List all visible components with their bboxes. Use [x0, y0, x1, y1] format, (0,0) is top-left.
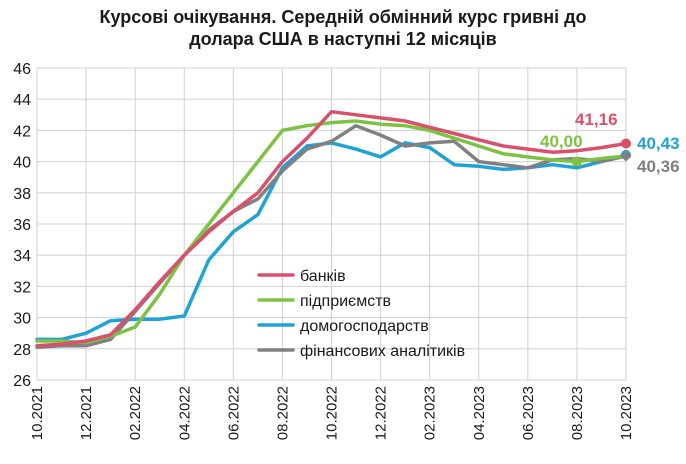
- end-value-label: 41,16: [575, 110, 618, 129]
- y-tick-label: 38: [13, 186, 31, 203]
- chart-title-line-2: долара США в наступні 12 місяців: [189, 29, 497, 49]
- legend-item: банків: [257, 268, 346, 285]
- y-tick-label: 30: [13, 311, 31, 328]
- legend-label: домогосподарств: [300, 318, 429, 335]
- x-tick-label: 06.2023: [520, 386, 537, 440]
- x-axis: 10.2021 12.2021 02.2022 04.2022 06.2022 08.20…: [29, 386, 635, 440]
- legend-item: підприємств: [257, 293, 391, 310]
- y-tick-label: 28: [13, 342, 31, 359]
- x-tick-label: 08.2022: [274, 386, 291, 440]
- legend-label: банків: [300, 268, 346, 285]
- chart-title: Курсові очікування. Середній обмінний ку…: [0, 6, 686, 50]
- y-tick-label: 32: [13, 279, 31, 296]
- x-tick-label: 04.2023: [471, 386, 488, 440]
- x-tick-label: 10.2023: [618, 386, 635, 440]
- legend-item: фінансових аналітиків: [257, 343, 465, 360]
- x-tick-label: 10.2022: [324, 386, 341, 440]
- y-tick-label: 44: [13, 92, 31, 109]
- y-tick-label: 46: [13, 61, 31, 78]
- x-tick-label: 12.2022: [373, 386, 390, 440]
- end-value-label: 40,00: [540, 132, 583, 151]
- x-tick-label: 10.2021: [29, 386, 46, 440]
- x-tick-label: 06.2022: [225, 386, 242, 440]
- y-axis: 26 28 30 32 34 36 38 40 42 44 46: [13, 61, 31, 390]
- series-line-2: [35, 119, 628, 345]
- y-tick-label: 36: [13, 217, 31, 234]
- x-tick-label: 08.2023: [569, 386, 586, 440]
- marker-analitykiv: [620, 150, 632, 162]
- x-tick-label: 02.2023: [422, 386, 439, 440]
- chart-title-line-1: Курсові очікування. Середній обмінний ку…: [99, 7, 587, 27]
- marker-pidpryiemstv: [572, 157, 582, 167]
- x-tick-label: 04.2022: [176, 386, 193, 440]
- x-tick-label: 02.2022: [127, 386, 144, 440]
- end-value-label: 40,43: [637, 134, 680, 153]
- end-value-label: 40,36: [637, 157, 680, 176]
- end-markers: [572, 138, 632, 167]
- legend-item: домогосподарств: [257, 318, 429, 335]
- marker-bankiv: [621, 138, 631, 149]
- y-tick-label: 34: [13, 248, 31, 265]
- y-tick-label: 42: [13, 123, 31, 140]
- y-tick-label: 40: [13, 155, 31, 172]
- series-lines: [35, 109, 628, 349]
- legend-label: підприємств: [300, 293, 391, 310]
- x-tick-label: 12.2021: [78, 386, 95, 440]
- legend: банків підприємств домогосподарств фінансов…: [257, 268, 465, 360]
- legend-label: фінансових аналітиків: [300, 343, 465, 360]
- series-line-1: [35, 109, 628, 348]
- y-tick-label: 26: [13, 373, 31, 390]
